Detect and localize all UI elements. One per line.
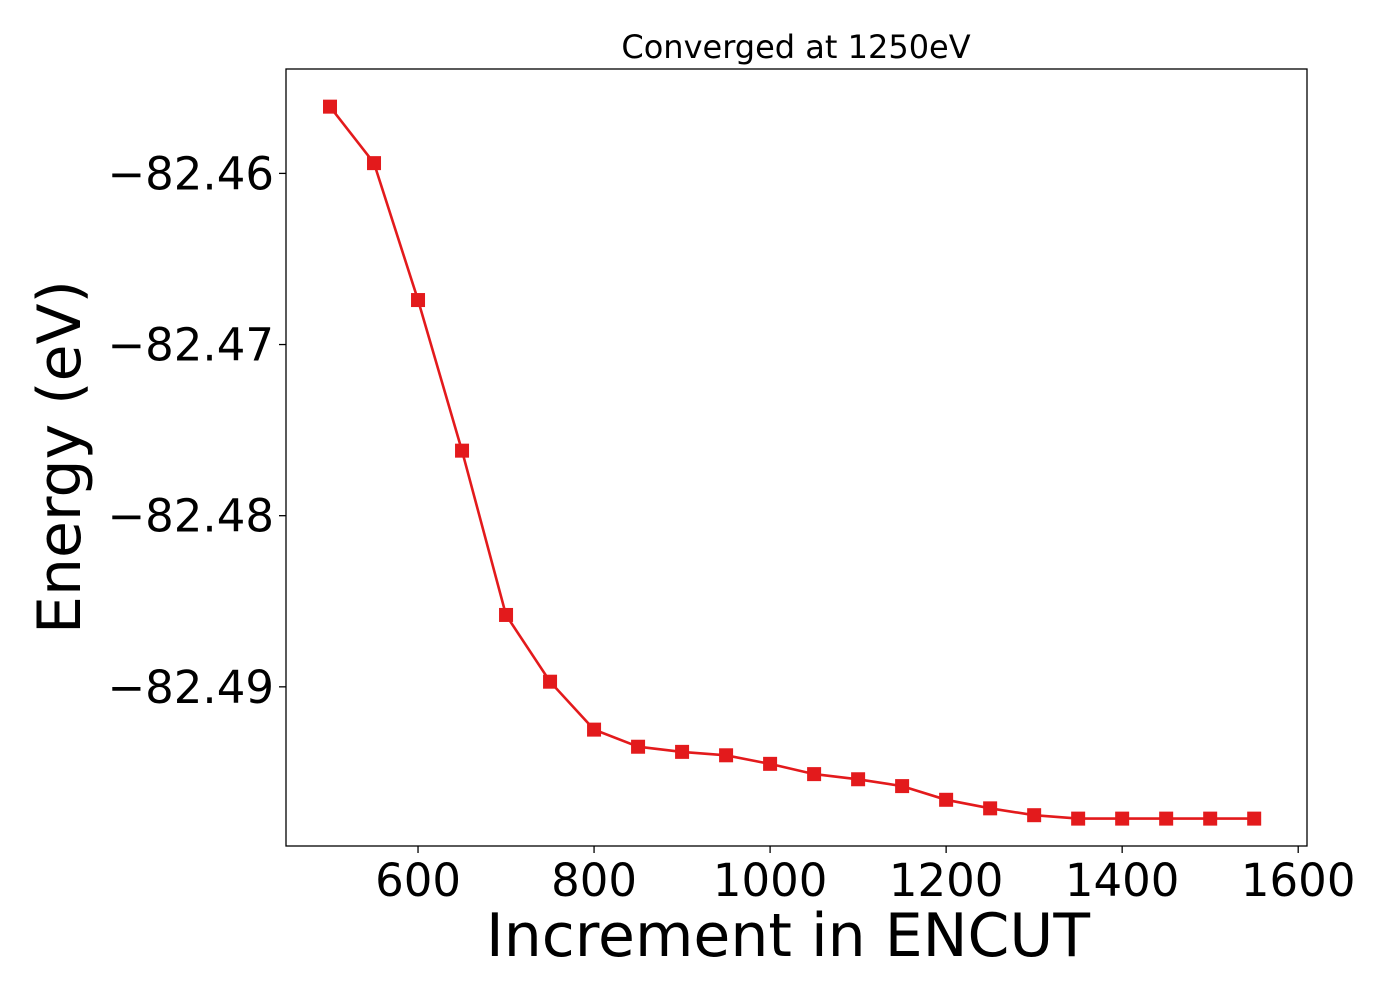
x-tick-label: 1400 <box>1065 854 1180 907</box>
data-point <box>1159 811 1174 826</box>
data-point <box>411 293 426 308</box>
data-point <box>763 756 778 771</box>
plot-area <box>323 99 1262 826</box>
y-tick-label: −82.46 <box>107 147 274 200</box>
data-point <box>1027 808 1042 823</box>
y-axis-label: Energy (eV) <box>25 280 95 634</box>
data-point <box>719 748 734 763</box>
data-point <box>851 772 866 787</box>
y-axis: −82.46 −82.47 −82.48 −82.49 <box>107 147 286 714</box>
data-point <box>631 739 646 754</box>
data-point <box>807 767 822 782</box>
x-tick-label: 1600 <box>1241 854 1356 907</box>
data-point <box>1071 811 1086 826</box>
data-point <box>1115 811 1130 826</box>
y-tick-label: −82.47 <box>107 319 274 372</box>
x-tick-label: 1200 <box>889 854 1004 907</box>
data-point <box>675 744 690 759</box>
plot-frame <box>285 68 1308 847</box>
x-axis-label: Increment in ENCUT <box>486 901 1090 971</box>
data-point <box>1203 811 1218 826</box>
x-tick-label: 1000 <box>713 854 828 907</box>
y-tick-label: −82.48 <box>107 490 274 543</box>
data-point <box>1247 811 1262 826</box>
data-point <box>983 801 998 816</box>
chart-title: Converged at 1250eV <box>621 28 970 66</box>
series-line <box>328 105 1255 820</box>
data-point <box>455 443 470 458</box>
data-point <box>367 156 382 171</box>
x-tick-label: 600 <box>375 854 461 907</box>
x-axis: 600 800 1000 1200 1400 1600 <box>375 846 1355 907</box>
data-point <box>543 674 558 689</box>
data-point <box>587 722 602 737</box>
data-point <box>939 792 954 807</box>
data-point <box>323 99 338 114</box>
data-point <box>499 607 514 622</box>
data-point <box>895 779 910 794</box>
x-tick-label: 800 <box>551 854 637 907</box>
y-tick-label: −82.49 <box>107 661 274 714</box>
